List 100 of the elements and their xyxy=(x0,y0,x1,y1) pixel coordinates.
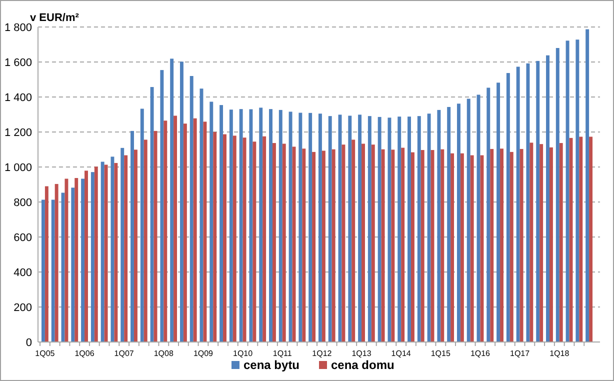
legend-label: cena domu xyxy=(331,358,394,372)
bar xyxy=(134,150,138,342)
bar xyxy=(150,87,154,342)
y-tick-label: 1 200 xyxy=(4,126,32,139)
bar xyxy=(312,152,316,342)
bar xyxy=(342,144,346,342)
bar xyxy=(516,66,520,342)
bar xyxy=(180,62,184,342)
bar xyxy=(420,150,424,342)
bar xyxy=(120,148,124,342)
x-tick-label: 1Q16 xyxy=(470,349,491,358)
bar xyxy=(193,118,197,342)
bar xyxy=(526,63,530,342)
x-tick-label: 1Q12 xyxy=(312,349,332,358)
bar xyxy=(272,143,276,342)
bar xyxy=(589,136,593,342)
x-tick-label: 1Q13 xyxy=(352,349,372,358)
x-tick-label: 1Q09 xyxy=(193,349,214,358)
y-tick-label: 600 xyxy=(14,232,32,244)
bar xyxy=(44,186,48,342)
x-tick-label: 1Q14 xyxy=(391,349,412,358)
bar xyxy=(110,156,114,342)
bar xyxy=(41,200,45,342)
bar xyxy=(288,112,292,342)
bar xyxy=(298,112,302,342)
bar xyxy=(391,150,395,342)
bar xyxy=(520,148,524,342)
bar xyxy=(164,120,168,342)
bar xyxy=(104,164,108,342)
bar xyxy=(348,116,352,342)
bar xyxy=(210,102,214,342)
bar xyxy=(278,110,282,342)
bar xyxy=(466,98,470,342)
bar xyxy=(174,116,178,342)
bar xyxy=(190,76,194,342)
bar xyxy=(242,138,246,342)
x-tick-label: 1Q08 xyxy=(154,349,174,358)
bar xyxy=(71,188,75,342)
bar xyxy=(576,40,580,342)
bar xyxy=(549,147,553,342)
bar xyxy=(450,153,454,342)
bar xyxy=(94,166,98,342)
bar xyxy=(160,70,164,342)
bar xyxy=(362,144,365,342)
x-tick-label: 1Q06 xyxy=(74,349,95,358)
y-tick-label: 800 xyxy=(14,196,32,209)
bar xyxy=(332,149,336,342)
bar xyxy=(437,110,441,342)
bar xyxy=(262,136,266,342)
bar xyxy=(506,73,510,342)
bar xyxy=(328,116,332,342)
bar xyxy=(249,109,253,342)
bar xyxy=(81,178,85,342)
y-tick-label: 1 400 xyxy=(4,92,32,104)
bar xyxy=(556,48,560,342)
bar xyxy=(51,200,55,342)
bar xyxy=(232,136,236,342)
bar xyxy=(460,153,464,342)
bar xyxy=(130,130,134,342)
bar xyxy=(410,152,414,342)
bar xyxy=(540,144,544,342)
bar xyxy=(496,82,500,342)
y-tick-label: 1 000 xyxy=(4,162,32,174)
bar xyxy=(352,140,356,342)
bar xyxy=(470,155,474,342)
bar xyxy=(220,105,224,342)
bar xyxy=(398,116,402,342)
bar xyxy=(500,148,504,342)
bar xyxy=(183,124,187,342)
y-tick-label: 400 xyxy=(14,266,32,279)
bar xyxy=(358,114,362,342)
bar xyxy=(417,116,421,342)
y-tick-label: 0 xyxy=(26,336,32,349)
bar xyxy=(144,140,148,342)
x-tick-label: 1Q11 xyxy=(272,349,292,358)
bar xyxy=(114,162,118,342)
bar xyxy=(401,148,405,342)
bar xyxy=(203,122,207,342)
bar xyxy=(480,155,484,342)
bar xyxy=(124,155,128,342)
y-tick-label: 1 600 xyxy=(4,56,32,69)
bar xyxy=(322,150,326,342)
bar xyxy=(510,152,514,342)
legend-label: cena bytu xyxy=(244,358,300,372)
bar xyxy=(239,109,243,342)
bar xyxy=(100,162,104,342)
bar xyxy=(447,106,451,342)
bar xyxy=(388,118,392,342)
bar xyxy=(579,136,583,342)
bar xyxy=(408,116,411,342)
bar xyxy=(74,178,78,342)
x-tick-label: 1Q07 xyxy=(114,349,134,358)
bar xyxy=(223,134,226,342)
bar xyxy=(440,149,444,342)
bar xyxy=(269,109,272,342)
bar xyxy=(308,112,312,342)
bar xyxy=(170,58,174,342)
bar xyxy=(427,114,431,342)
y-axis-title: v EUR/m² xyxy=(30,12,80,24)
bar xyxy=(229,110,233,342)
